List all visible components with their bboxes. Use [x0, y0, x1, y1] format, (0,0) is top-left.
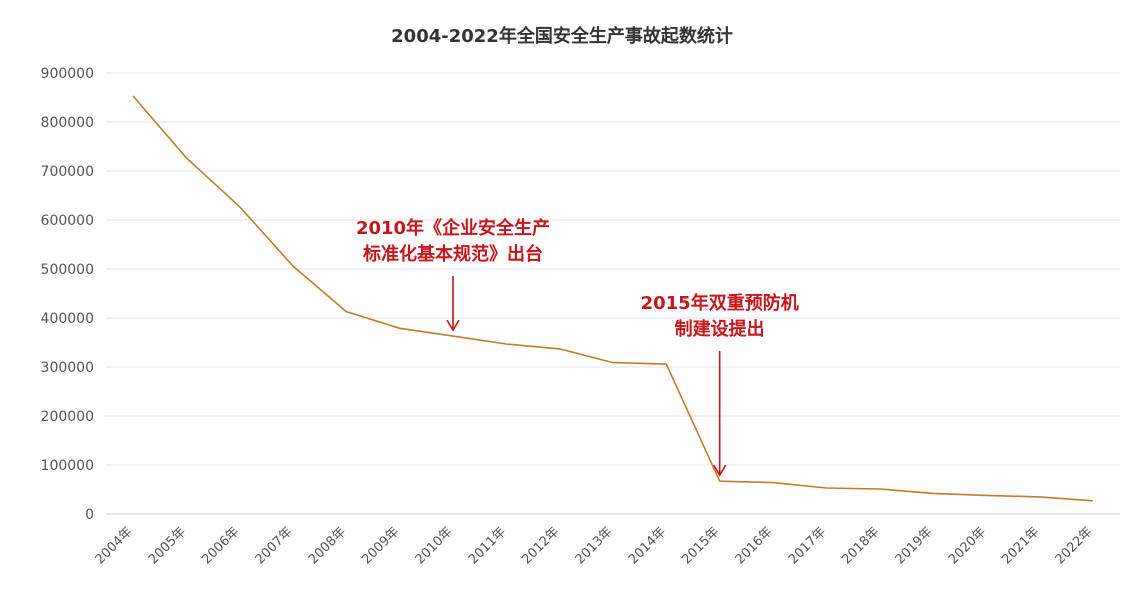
y-tick-label: 200000	[41, 409, 94, 425]
annotation-text: 2015年双重预防机	[641, 292, 799, 314]
series-layer	[132, 95, 1094, 502]
x-tick-label: 2010年	[413, 524, 456, 567]
x-tick-label: 2016年	[733, 524, 776, 567]
annotation-text: 制建设提出	[675, 318, 765, 340]
chart-title: 2004-2022年全国安全生产事故起数统计	[391, 25, 733, 47]
x-tick-label: 2018年	[839, 524, 882, 567]
x-tick-label: 2009年	[359, 524, 402, 567]
x-tick-label: 2013年	[573, 524, 616, 567]
y-tick-label: 500000	[41, 262, 94, 278]
annotation-arrow-head	[712, 464, 727, 477]
gridlines	[106, 72, 1120, 515]
x-tick-label: 2015年	[679, 524, 722, 567]
y-tick-label: 300000	[41, 360, 94, 376]
x-tick-label: 2007年	[253, 524, 296, 567]
x-tick-label: 2020年	[946, 524, 989, 567]
x-tick-label: 2012年	[519, 524, 562, 567]
annotation-text: 标准化基本规范》出台	[362, 243, 543, 265]
annotation-text: 2010年《企业安全生产	[356, 217, 550, 239]
y-tick-label: 400000	[41, 311, 94, 327]
y-tick-label: 700000	[41, 164, 94, 180]
y-tick-label: 100000	[41, 458, 94, 474]
y-axis-ticks: 0 100000 200000 300000 400000 500000 600000 700…	[41, 66, 94, 523]
x-tick-label: 2006年	[199, 524, 242, 567]
x-tick-label: 2014年	[626, 524, 669, 567]
x-axis-ticks: 2004年 2005年 2006年 2007年 2008年 2009年 2010年 2011年…	[93, 524, 1096, 567]
x-tick-label: 2019年	[893, 524, 936, 567]
x-tick-label: 2005年	[146, 524, 189, 567]
x-tick-label: 2022年	[1053, 524, 1096, 567]
x-tick-label: 2011年	[466, 524, 509, 567]
y-tick-label: 600000	[41, 213, 94, 229]
y-tick-label: 900000	[41, 66, 94, 82]
x-tick-label: 2021年	[999, 524, 1042, 567]
x-tick-label: 2017年	[786, 524, 829, 567]
annotation-arrow-head	[446, 319, 460, 332]
x-tick-label: 2008年	[306, 524, 349, 567]
x-tick-label: 2004年	[93, 524, 136, 567]
y-tick-label: 0	[85, 507, 94, 523]
y-tick-label: 800000	[41, 115, 94, 131]
series-line	[132, 95, 1094, 502]
